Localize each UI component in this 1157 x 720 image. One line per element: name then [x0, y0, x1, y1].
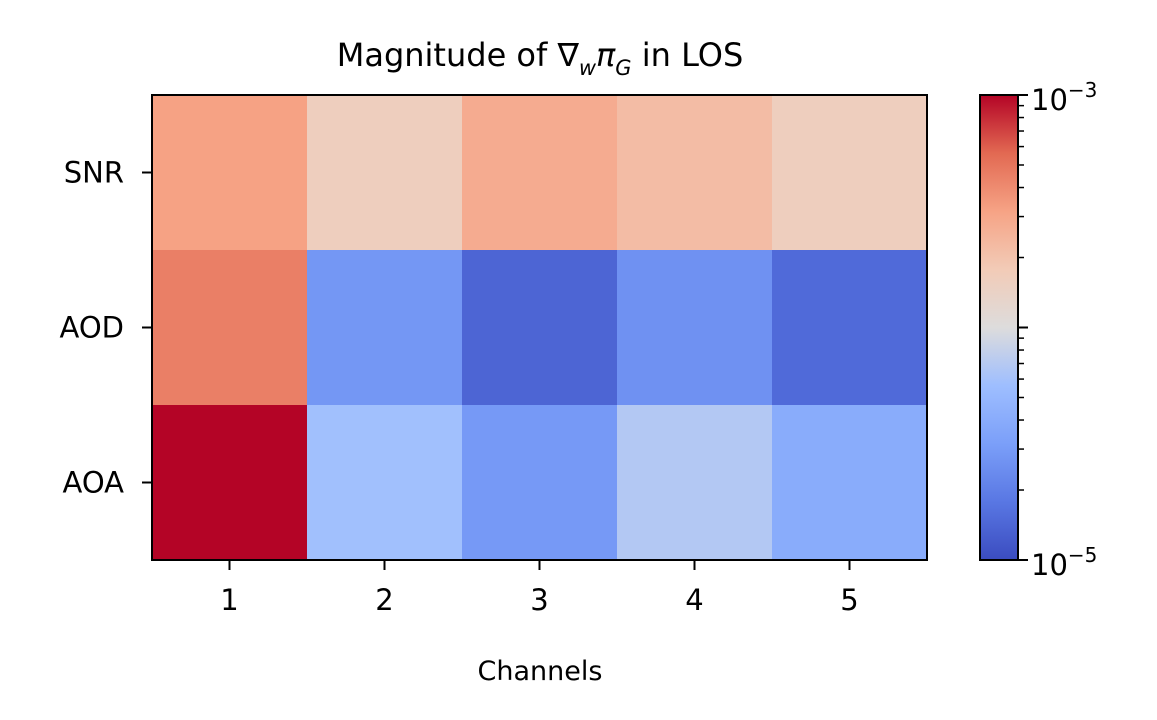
heatmap-cell — [772, 405, 928, 561]
heatmap-cell — [772, 95, 928, 251]
heatmap-cell — [617, 250, 773, 406]
x-tick-label: 2 — [375, 583, 393, 617]
heatmap-cell — [617, 95, 773, 251]
x-tick-label: 1 — [220, 583, 238, 617]
x-tick-label: 5 — [840, 583, 858, 617]
heatmap-cell — [307, 250, 463, 406]
heatmap-cell — [462, 250, 618, 406]
chart-title: Magnitude of ∇wπG in LOS — [337, 36, 744, 80]
x-axis-label: Channels — [478, 656, 603, 687]
y-tick-label: SNR — [64, 156, 124, 190]
y-axis: SNR AOD AOA — [60, 156, 152, 500]
heatmap-cell — [617, 405, 773, 561]
colorbar — [979, 94, 1019, 561]
heatmap-cell — [307, 405, 463, 561]
heatmap-cell — [772, 250, 928, 406]
heatmap-cells — [152, 95, 928, 561]
x-axis: 1 2 3 4 5 — [220, 560, 859, 617]
y-tick-label: AOD — [60, 311, 125, 345]
colorbar-label-min: 10−5 — [1031, 543, 1097, 582]
x-tick-label: 3 — [530, 583, 548, 617]
y-tick-label: AOA — [63, 466, 125, 500]
colorbar-ticks — [1018, 94, 1028, 561]
heatmap-cell — [462, 405, 618, 561]
heatmap-cell — [152, 405, 308, 561]
colorbar-label-max: 10−3 — [1031, 78, 1097, 117]
x-tick-label: 4 — [685, 583, 703, 617]
heatmap-cell — [307, 95, 463, 251]
heatmap-cell — [462, 95, 618, 251]
heatmap-cell — [152, 250, 308, 406]
heatmap-cell — [152, 95, 308, 251]
